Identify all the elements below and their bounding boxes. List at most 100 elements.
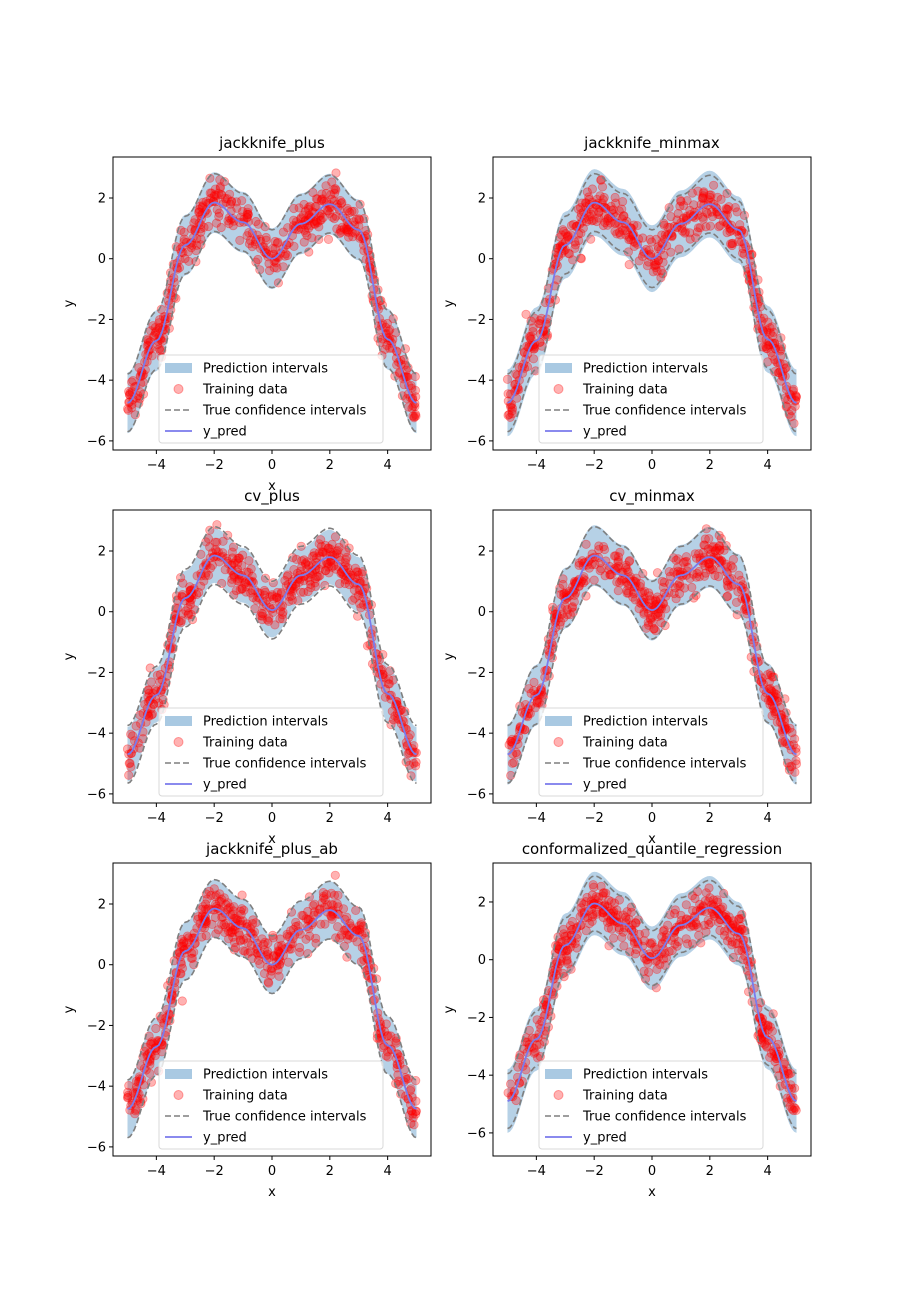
training-point — [380, 344, 390, 354]
training-point — [771, 689, 781, 700]
training-point — [789, 734, 800, 744]
y-tick-label: 0 — [478, 605, 486, 620]
training-point — [760, 692, 770, 703]
training-point — [343, 206, 353, 216]
training-point — [651, 596, 661, 606]
training-point — [183, 610, 193, 620]
training-point — [600, 217, 610, 228]
training-point — [350, 563, 360, 573]
y-tick-label: −6 — [87, 434, 106, 449]
training-point — [612, 577, 622, 587]
training-point — [327, 194, 337, 204]
training-point — [326, 911, 336, 921]
training-point — [613, 910, 623, 920]
training-point — [762, 1042, 772, 1052]
training-point — [714, 541, 724, 551]
training-point — [529, 339, 540, 349]
training-point — [645, 613, 656, 623]
training-point — [645, 234, 655, 244]
training-point — [615, 578, 625, 588]
training-point — [176, 617, 186, 628]
training-point — [690, 549, 700, 559]
training-point — [714, 545, 725, 555]
prediction-interval-band — [127, 879, 417, 1138]
training-point — [698, 193, 708, 203]
training-point — [562, 955, 572, 965]
training-point — [562, 945, 573, 955]
training-point — [355, 199, 365, 209]
training-point — [701, 222, 711, 232]
training-point — [691, 572, 702, 582]
x-tick-label: 4 — [763, 811, 771, 826]
training-point — [179, 227, 189, 237]
training-point — [198, 201, 208, 211]
training-point — [712, 543, 722, 553]
training-point — [272, 592, 282, 602]
training-point — [692, 227, 702, 237]
y-tick-label: −6 — [467, 787, 486, 802]
training-point — [581, 539, 591, 549]
training-point — [669, 588, 679, 599]
training-point — [272, 263, 282, 273]
training-point — [616, 576, 626, 586]
training-point — [644, 245, 654, 255]
training-point — [131, 1106, 141, 1116]
training-point — [201, 899, 211, 909]
x-tick-label: 2 — [706, 811, 714, 826]
training-point — [131, 1104, 141, 1114]
training-point — [645, 595, 655, 605]
training-point — [327, 539, 337, 550]
training-point — [606, 569, 617, 580]
x-tick-label: 4 — [763, 458, 771, 473]
training-point — [275, 614, 285, 624]
training-point — [562, 232, 573, 242]
training-point — [725, 226, 735, 237]
training-point — [535, 1039, 545, 1049]
training-point — [215, 889, 225, 899]
training-point — [716, 904, 726, 914]
training-point — [708, 180, 719, 190]
training-point — [265, 592, 275, 602]
training-point — [390, 371, 400, 381]
training-point — [706, 545, 716, 555]
training-point — [183, 933, 194, 943]
training-point — [226, 928, 236, 938]
training-point — [308, 901, 318, 911]
training-point — [615, 230, 626, 240]
legend-entry-label: Training data — [582, 1089, 668, 1104]
training-point — [693, 922, 703, 932]
x-tick-label: 2 — [706, 458, 714, 473]
prediction-interval-band — [127, 172, 417, 434]
y-tick-label: −6 — [87, 787, 106, 802]
training-point — [192, 589, 202, 600]
training-data-points — [502, 175, 802, 428]
training-point — [193, 912, 203, 922]
training-point — [723, 205, 733, 215]
legend-box — [158, 354, 384, 444]
training-point — [709, 911, 719, 921]
training-point — [217, 912, 227, 922]
training-point — [210, 537, 220, 547]
training-point — [678, 557, 689, 568]
training-point — [342, 552, 352, 563]
training-point — [521, 1033, 531, 1043]
training-point — [127, 403, 137, 413]
training-point — [272, 587, 282, 598]
training-point — [224, 934, 234, 944]
training-point — [264, 265, 275, 276]
training-point — [603, 923, 614, 933]
training-point — [224, 926, 234, 936]
training-point — [707, 212, 718, 222]
training-point — [182, 931, 193, 941]
training-point — [186, 953, 196, 963]
training-point — [657, 932, 667, 942]
training-point — [311, 216, 321, 226]
training-point — [666, 212, 676, 222]
training-point — [648, 596, 658, 606]
y-tick-label: −4 — [87, 1080, 106, 1095]
training-point — [618, 910, 628, 920]
training-point — [406, 771, 416, 781]
training-point — [634, 604, 644, 614]
training-point — [327, 562, 337, 572]
